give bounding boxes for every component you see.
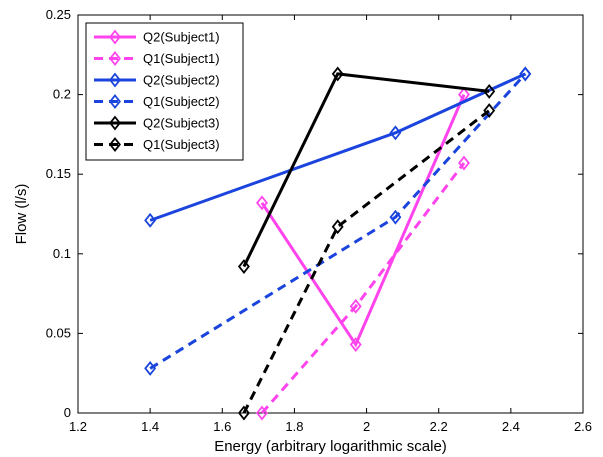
data-point <box>144 360 157 376</box>
x-axis-label: Energy (arbitrary logarithmic scale) <box>214 438 447 455</box>
legend-marker <box>109 94 121 109</box>
legend-marker <box>109 72 121 88</box>
legend-label: Q2(Subject3) <box>143 116 220 131</box>
y-tick-label: 0.1 <box>53 246 71 261</box>
data-point <box>331 219 344 235</box>
series-5 <box>237 103 496 421</box>
x-tick-label: 2.4 <box>502 419 520 434</box>
y-axis: 0 0.05 0.1 0.15 0.2 0.25 <box>46 7 583 420</box>
legend-item: Q1(Subject1) <box>94 51 220 66</box>
x-tick-label: 2 <box>363 419 370 434</box>
data-point <box>389 209 402 225</box>
data-point <box>256 195 268 211</box>
legend-marker <box>109 115 121 131</box>
series-4 <box>237 66 496 274</box>
series-line <box>242 72 490 268</box>
legend-marker <box>109 51 121 66</box>
x-tick-label: 1.6 <box>213 419 231 434</box>
legend: Q2(Subject1) Q1(Subject1) Q2(Subject2) Q1(S… <box>85 22 244 161</box>
legend-item: Q2(Subject3) <box>94 116 220 131</box>
y-tick-label: 0.2 <box>53 87 71 102</box>
legend-item: Q1(Subject2) <box>94 94 220 109</box>
legend-marker <box>109 137 121 152</box>
x-tick-label: 2.2 <box>430 419 448 434</box>
x-tick-label: 1.2 <box>69 419 87 434</box>
series-line <box>260 94 466 348</box>
series-line <box>242 109 491 414</box>
data-point <box>349 298 362 314</box>
series-line <box>149 72 527 370</box>
x-tick-label: 1.4 <box>141 419 159 434</box>
data-point <box>144 212 157 228</box>
y-tick-label: 0.15 <box>46 166 71 181</box>
x-tick-label: 1.8 <box>285 419 303 434</box>
data-point <box>519 66 532 82</box>
legend-label: Q1(Subject1) <box>143 51 220 66</box>
legend-item: Q1(Subject3) <box>94 137 220 152</box>
series-layer <box>144 66 532 421</box>
series-line <box>260 162 466 414</box>
legend-label: Q2(Subject1) <box>143 30 220 45</box>
data-point <box>349 337 362 352</box>
data-point <box>483 83 496 99</box>
series-1 <box>256 155 470 421</box>
y-tick-label: 0.25 <box>46 7 71 22</box>
legend-item: Q2(Subject1) <box>94 30 220 45</box>
legend-item: Q2(Subject2) <box>94 73 220 88</box>
data-point <box>458 155 470 171</box>
data-point <box>237 405 250 421</box>
data-point <box>389 125 402 141</box>
y-axis-label: Flow (l/s) <box>13 184 30 245</box>
data-point <box>483 103 496 118</box>
legend-label: Q2(Subject2) <box>143 73 220 88</box>
x-axis: 1.2 1.4 1.6 1.8 2 2.2 2.4 2.6 <box>69 15 592 434</box>
series-3 <box>144 66 532 376</box>
y-tick-label: 0 <box>64 405 71 420</box>
legend-marker <box>109 29 121 45</box>
legend-label: Q1(Subject3) <box>143 137 220 152</box>
data-point <box>256 405 268 421</box>
data-point <box>237 259 250 274</box>
data-point <box>331 66 344 82</box>
x-tick-label: 2.6 <box>574 419 592 434</box>
y-tick-label: 0.05 <box>46 325 71 340</box>
series-line <box>149 72 526 222</box>
legend-label: Q1(Subject2) <box>143 94 220 109</box>
legend-box <box>85 22 244 161</box>
